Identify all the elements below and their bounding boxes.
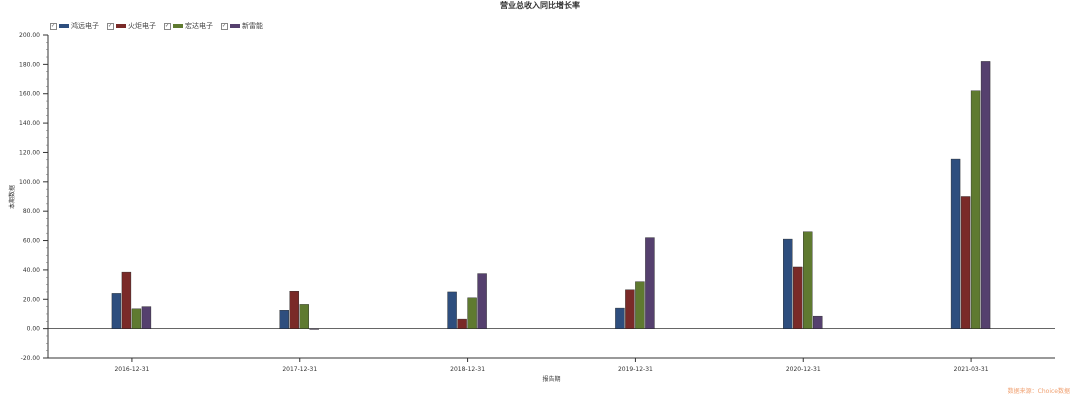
y-tick-label: 180.00 [19, 61, 40, 68]
bar [960, 196, 971, 329]
legend-item[interactable]: ✓ 鸿远电子 [50, 21, 99, 31]
legend-label: 宏达电子 [185, 22, 213, 30]
bar [615, 307, 625, 329]
y-tick-label: 80.00 [23, 208, 40, 215]
bar [477, 273, 487, 329]
bar [970, 90, 981, 329]
bar [121, 271, 132, 329]
checkbox-icon[interactable]: ✓ [221, 22, 228, 30]
y-tick-label: 140.00 [19, 120, 40, 127]
legend-swatch [59, 24, 69, 28]
legend-label: 鸿远电子 [71, 22, 99, 30]
legend-swatch [230, 24, 240, 28]
y-tick-label: 40.00 [23, 267, 40, 274]
y-tick-label: -20.00 [21, 355, 41, 362]
bar [783, 238, 793, 329]
chart-title: 营业总收入同比增长率 [500, 1, 580, 10]
legend-label: 火炬电子 [128, 22, 156, 30]
bar [457, 318, 467, 329]
bar [980, 61, 991, 329]
y-tick-label: 120.00 [19, 149, 40, 156]
legend-swatch [116, 24, 126, 28]
legend-item[interactable]: ✓ 新雷能 [221, 21, 263, 31]
bar [309, 328, 319, 330]
x-tick-label: 2018-12-31 [450, 366, 485, 373]
bar [279, 310, 289, 329]
bar [141, 306, 152, 329]
bar [803, 231, 813, 329]
x-tick-label: 2019-12-31 [618, 366, 653, 373]
x-axis-label: 报告期 [542, 375, 560, 383]
y-tick-label: 160.00 [19, 91, 40, 98]
x-tick-label: 2017-12-31 [282, 366, 317, 373]
x-tick-label: 2016-12-31 [114, 366, 149, 373]
watermark: 数据来源：Choice数据 [1007, 388, 1070, 395]
y-tick-label: 0.00 [27, 326, 41, 333]
legend-item[interactable]: ✓ 宏达电子 [164, 21, 213, 31]
legend-label: 新雷能 [242, 22, 263, 30]
bar [645, 237, 655, 329]
legend: ✓ 鸿远电子 ✓ 火炬电子 ✓ 宏达电子 ✓ 新雷能 [50, 21, 263, 31]
bar [111, 293, 122, 329]
bar [950, 158, 961, 329]
checkbox-icon[interactable]: ✓ [164, 22, 171, 30]
bar [289, 290, 299, 329]
y-tick-label: 60.00 [23, 238, 40, 245]
bar [793, 266, 803, 329]
y-tick-label: 100.00 [19, 179, 40, 186]
x-tick-label: 2021-03-31 [954, 366, 989, 373]
checkbox-icon[interactable]: ✓ [50, 22, 57, 30]
bar [635, 281, 645, 329]
bar [299, 304, 309, 329]
x-tick-label: 2020-12-31 [786, 366, 821, 373]
y-tick-label: 20.00 [23, 296, 40, 303]
bar [447, 291, 457, 329]
checkbox-icon[interactable]: ✓ [107, 22, 114, 30]
bar [625, 289, 635, 329]
bar [813, 315, 823, 329]
legend-swatch [173, 24, 183, 28]
bar [467, 297, 477, 329]
bar [131, 308, 142, 329]
y-tick-label: 200.00 [19, 32, 40, 39]
y-axis-label: 本期数据 [8, 185, 16, 209]
legend-item[interactable]: ✓ 火炬电子 [107, 21, 156, 31]
